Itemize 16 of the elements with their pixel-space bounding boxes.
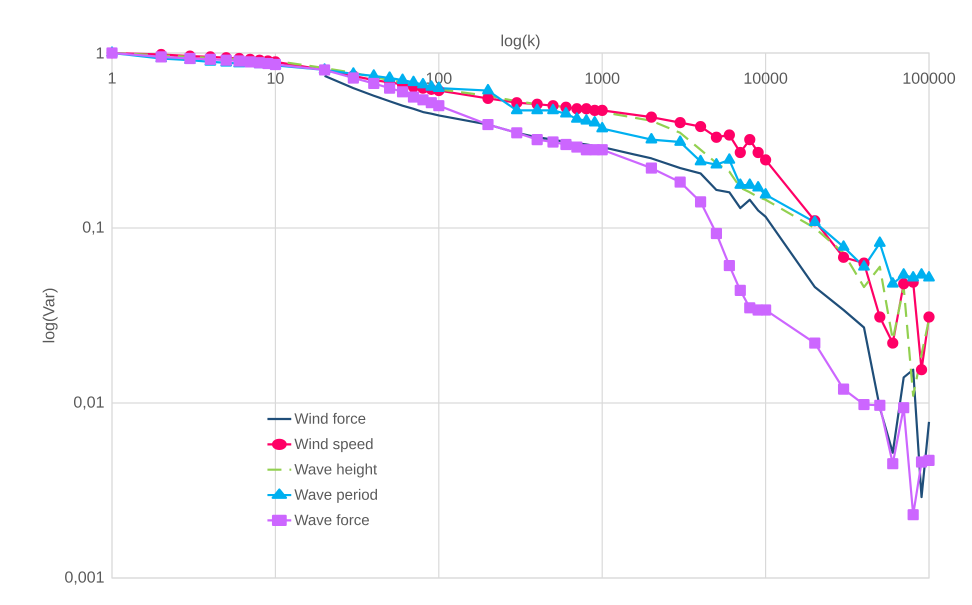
x-tick-label: 1000: [586, 72, 620, 84]
y-tick-label: 0,001: [65, 571, 104, 585]
y-axis-title: log(Var): [42, 288, 58, 342]
legend-label: Wind force: [294, 412, 366, 424]
x-tick-label: 10000: [744, 72, 788, 84]
legend-label: Wave force: [294, 514, 369, 526]
x-tick-label: 100000: [904, 72, 956, 84]
x-axis-title: log(k): [502, 34, 540, 50]
x-tick-label: 1: [108, 72, 116, 84]
legend-label: Wave height: [294, 464, 378, 478]
legend-label: Wind speed: [294, 438, 373, 452]
y-tick-label: 0,01: [74, 396, 104, 410]
y-tick-label: 0,1: [82, 221, 104, 235]
y-tick-label: 1: [96, 47, 104, 59]
x-tick-label: 10: [268, 72, 284, 84]
legend-label: Wave period: [294, 488, 377, 503]
